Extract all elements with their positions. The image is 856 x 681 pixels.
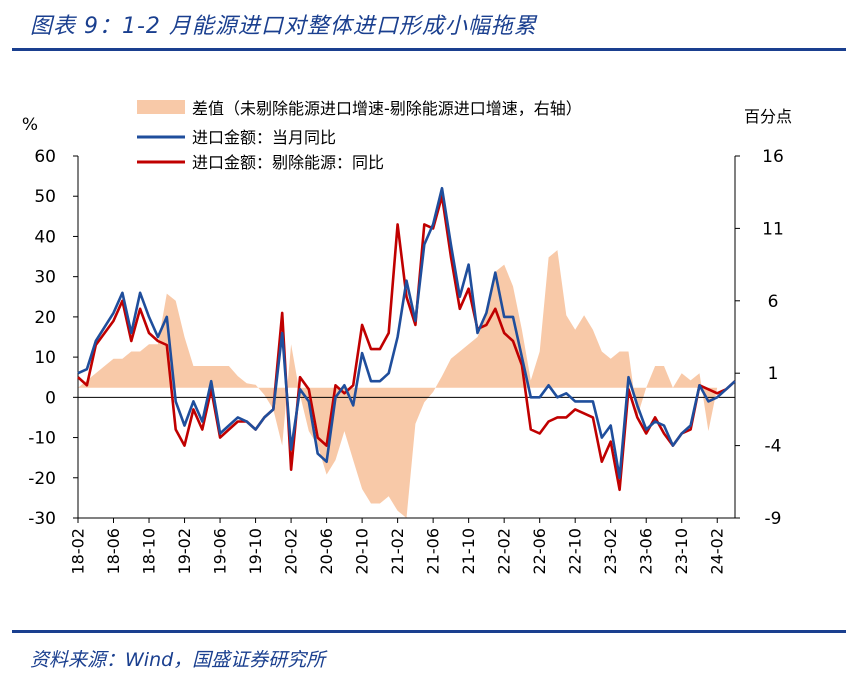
series-lines-layer <box>77 186 736 492</box>
x-tick-label: 18-02 <box>69 528 88 575</box>
left-tick-label: -30 <box>28 509 56 529</box>
x-tick-label: 19-02 <box>175 528 194 575</box>
legend-label-ex-energy: 进口金额：剔除能源：同比 <box>192 153 384 172</box>
legend: 差值（未剔除能源进口增速-剔除能源进口增速，右轴） 进口金额：当月同比进口金额：剔… <box>137 99 582 172</box>
right-tick-label: 11 <box>762 219 784 239</box>
x-tick-label: 23-02 <box>601 528 620 575</box>
x-tick-label: 19-06 <box>211 528 230 575</box>
series-total-line <box>77 186 736 480</box>
x-tick-label: 21-02 <box>388 528 407 575</box>
x-tick-label: 20-02 <box>282 528 301 575</box>
x-tick-label: 21-06 <box>424 528 443 575</box>
source-note: 资料来源：Wind，国盛证券研究所 <box>30 649 326 671</box>
x-tick-label: 22-02 <box>495 528 514 575</box>
right-tick-label: 16 <box>762 147 784 167</box>
x-tick-label: 22-06 <box>530 528 549 575</box>
top-rule <box>12 48 846 51</box>
left-tick-label: 10 <box>34 348 56 368</box>
x-tick-label: 18-06 <box>104 528 123 575</box>
x-tick-label: 20-06 <box>317 528 336 575</box>
left-axis-unit: % <box>22 115 38 135</box>
right-tick-label: 1 <box>768 364 779 384</box>
right-axis-unit: 百分点 <box>744 107 792 126</box>
axes-layer: 60 50 40 30 20 10 0 -10 -20 -30 16 11 6 1 -4 -9% 百分点 18-0… <box>22 107 792 575</box>
x-tick-label: 24-02 <box>708 528 727 575</box>
right-tick-label: -4 <box>765 437 782 457</box>
left-tick-label: -10 <box>28 429 56 449</box>
left-tick-label: -20 <box>28 469 56 489</box>
x-tick-label: 21-10 <box>459 528 478 575</box>
left-tick-label: 0 <box>45 388 56 408</box>
x-tick-label: 23-10 <box>672 528 691 575</box>
legend-label-total: 进口金额：当月同比 <box>192 128 336 147</box>
left-tick-label: 40 <box>34 227 56 247</box>
x-tick-label: 22-10 <box>566 528 585 575</box>
x-tick-label: 19-10 <box>246 528 265 575</box>
chart: 60 50 40 30 20 10 0 -10 -20 -30 16 11 6 1 -4 -9% 百分点 18-0… <box>22 99 792 575</box>
legend-label-diff: 差值（未剔除能源进口增速-剔除能源进口增速，右轴） <box>192 99 582 118</box>
left-tick-label: 20 <box>34 308 56 328</box>
left-tick-label: 60 <box>34 147 56 167</box>
x-tick-label: 18-10 <box>140 528 159 575</box>
x-tick-label: 20-10 <box>353 528 372 575</box>
legend-swatch-diff <box>137 100 185 114</box>
x-tick-label: 23-06 <box>637 528 656 575</box>
bottom-rule <box>12 630 846 633</box>
right-tick-label: -9 <box>765 509 782 529</box>
left-tick-label: 30 <box>34 268 56 288</box>
chart-title: 图表 9：1-2 月能源进口对整体进口形成小幅拖累 <box>30 14 537 39</box>
left-tick-label: 50 <box>34 187 56 207</box>
right-tick-label: 6 <box>768 292 779 312</box>
